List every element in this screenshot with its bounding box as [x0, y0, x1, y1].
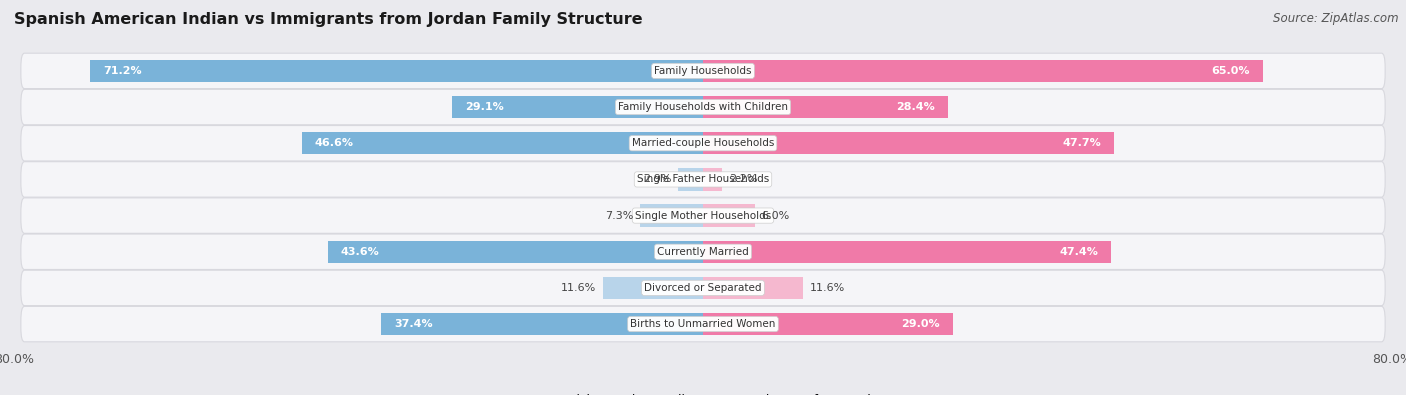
Text: Family Households with Children: Family Households with Children	[619, 102, 787, 112]
Text: 2.2%: 2.2%	[728, 175, 758, 184]
Text: 7.3%: 7.3%	[605, 211, 633, 220]
Bar	[381, 313, 703, 335]
Text: 11.6%: 11.6%	[561, 283, 596, 293]
Bar	[328, 241, 703, 263]
FancyBboxPatch shape	[21, 234, 1385, 269]
Text: Source: ZipAtlas.com: Source: ZipAtlas.com	[1274, 12, 1399, 25]
Bar	[90, 60, 703, 82]
Text: Family Households: Family Households	[654, 66, 752, 76]
Text: 37.4%: 37.4%	[394, 319, 433, 329]
Text: Married-couple Households: Married-couple Households	[631, 138, 775, 148]
Text: 29.0%: 29.0%	[901, 319, 939, 329]
Text: Births to Unmarried Women: Births to Unmarried Women	[630, 319, 776, 329]
FancyBboxPatch shape	[21, 53, 1385, 88]
Bar	[703, 96, 948, 118]
Bar	[703, 60, 1263, 82]
Text: 47.7%: 47.7%	[1062, 138, 1101, 148]
FancyBboxPatch shape	[21, 307, 1385, 342]
Text: Currently Married: Currently Married	[657, 247, 749, 257]
Bar	[703, 277, 803, 299]
Text: 29.1%: 29.1%	[465, 102, 505, 112]
Text: Single Father Households: Single Father Households	[637, 175, 769, 184]
Text: Divorced or Separated: Divorced or Separated	[644, 283, 762, 293]
Bar	[640, 204, 703, 227]
FancyBboxPatch shape	[21, 126, 1385, 161]
Text: 11.6%: 11.6%	[810, 283, 845, 293]
Text: 28.4%: 28.4%	[896, 102, 935, 112]
Text: 6.0%: 6.0%	[762, 211, 790, 220]
Text: Spanish American Indian vs Immigrants from Jordan Family Structure: Spanish American Indian vs Immigrants fr…	[14, 12, 643, 27]
Bar	[678, 168, 703, 191]
FancyBboxPatch shape	[21, 162, 1385, 197]
Bar	[703, 204, 755, 227]
Bar	[703, 313, 953, 335]
Bar	[603, 277, 703, 299]
Text: 46.6%: 46.6%	[315, 138, 354, 148]
FancyBboxPatch shape	[21, 89, 1385, 125]
Text: 47.4%: 47.4%	[1059, 247, 1098, 257]
Legend: Spanish American Indian, Immigrants from Jordan: Spanish American Indian, Immigrants from…	[520, 394, 886, 395]
Text: 71.2%: 71.2%	[103, 66, 142, 76]
Bar	[703, 241, 1111, 263]
FancyBboxPatch shape	[21, 198, 1385, 233]
Bar	[703, 132, 1114, 154]
Text: 65.0%: 65.0%	[1212, 66, 1250, 76]
Bar	[453, 96, 703, 118]
Text: 43.6%: 43.6%	[340, 247, 380, 257]
FancyBboxPatch shape	[21, 270, 1385, 306]
Bar	[703, 168, 721, 191]
Text: Single Mother Households: Single Mother Households	[636, 211, 770, 220]
Text: 2.9%: 2.9%	[643, 175, 671, 184]
Bar	[302, 132, 703, 154]
